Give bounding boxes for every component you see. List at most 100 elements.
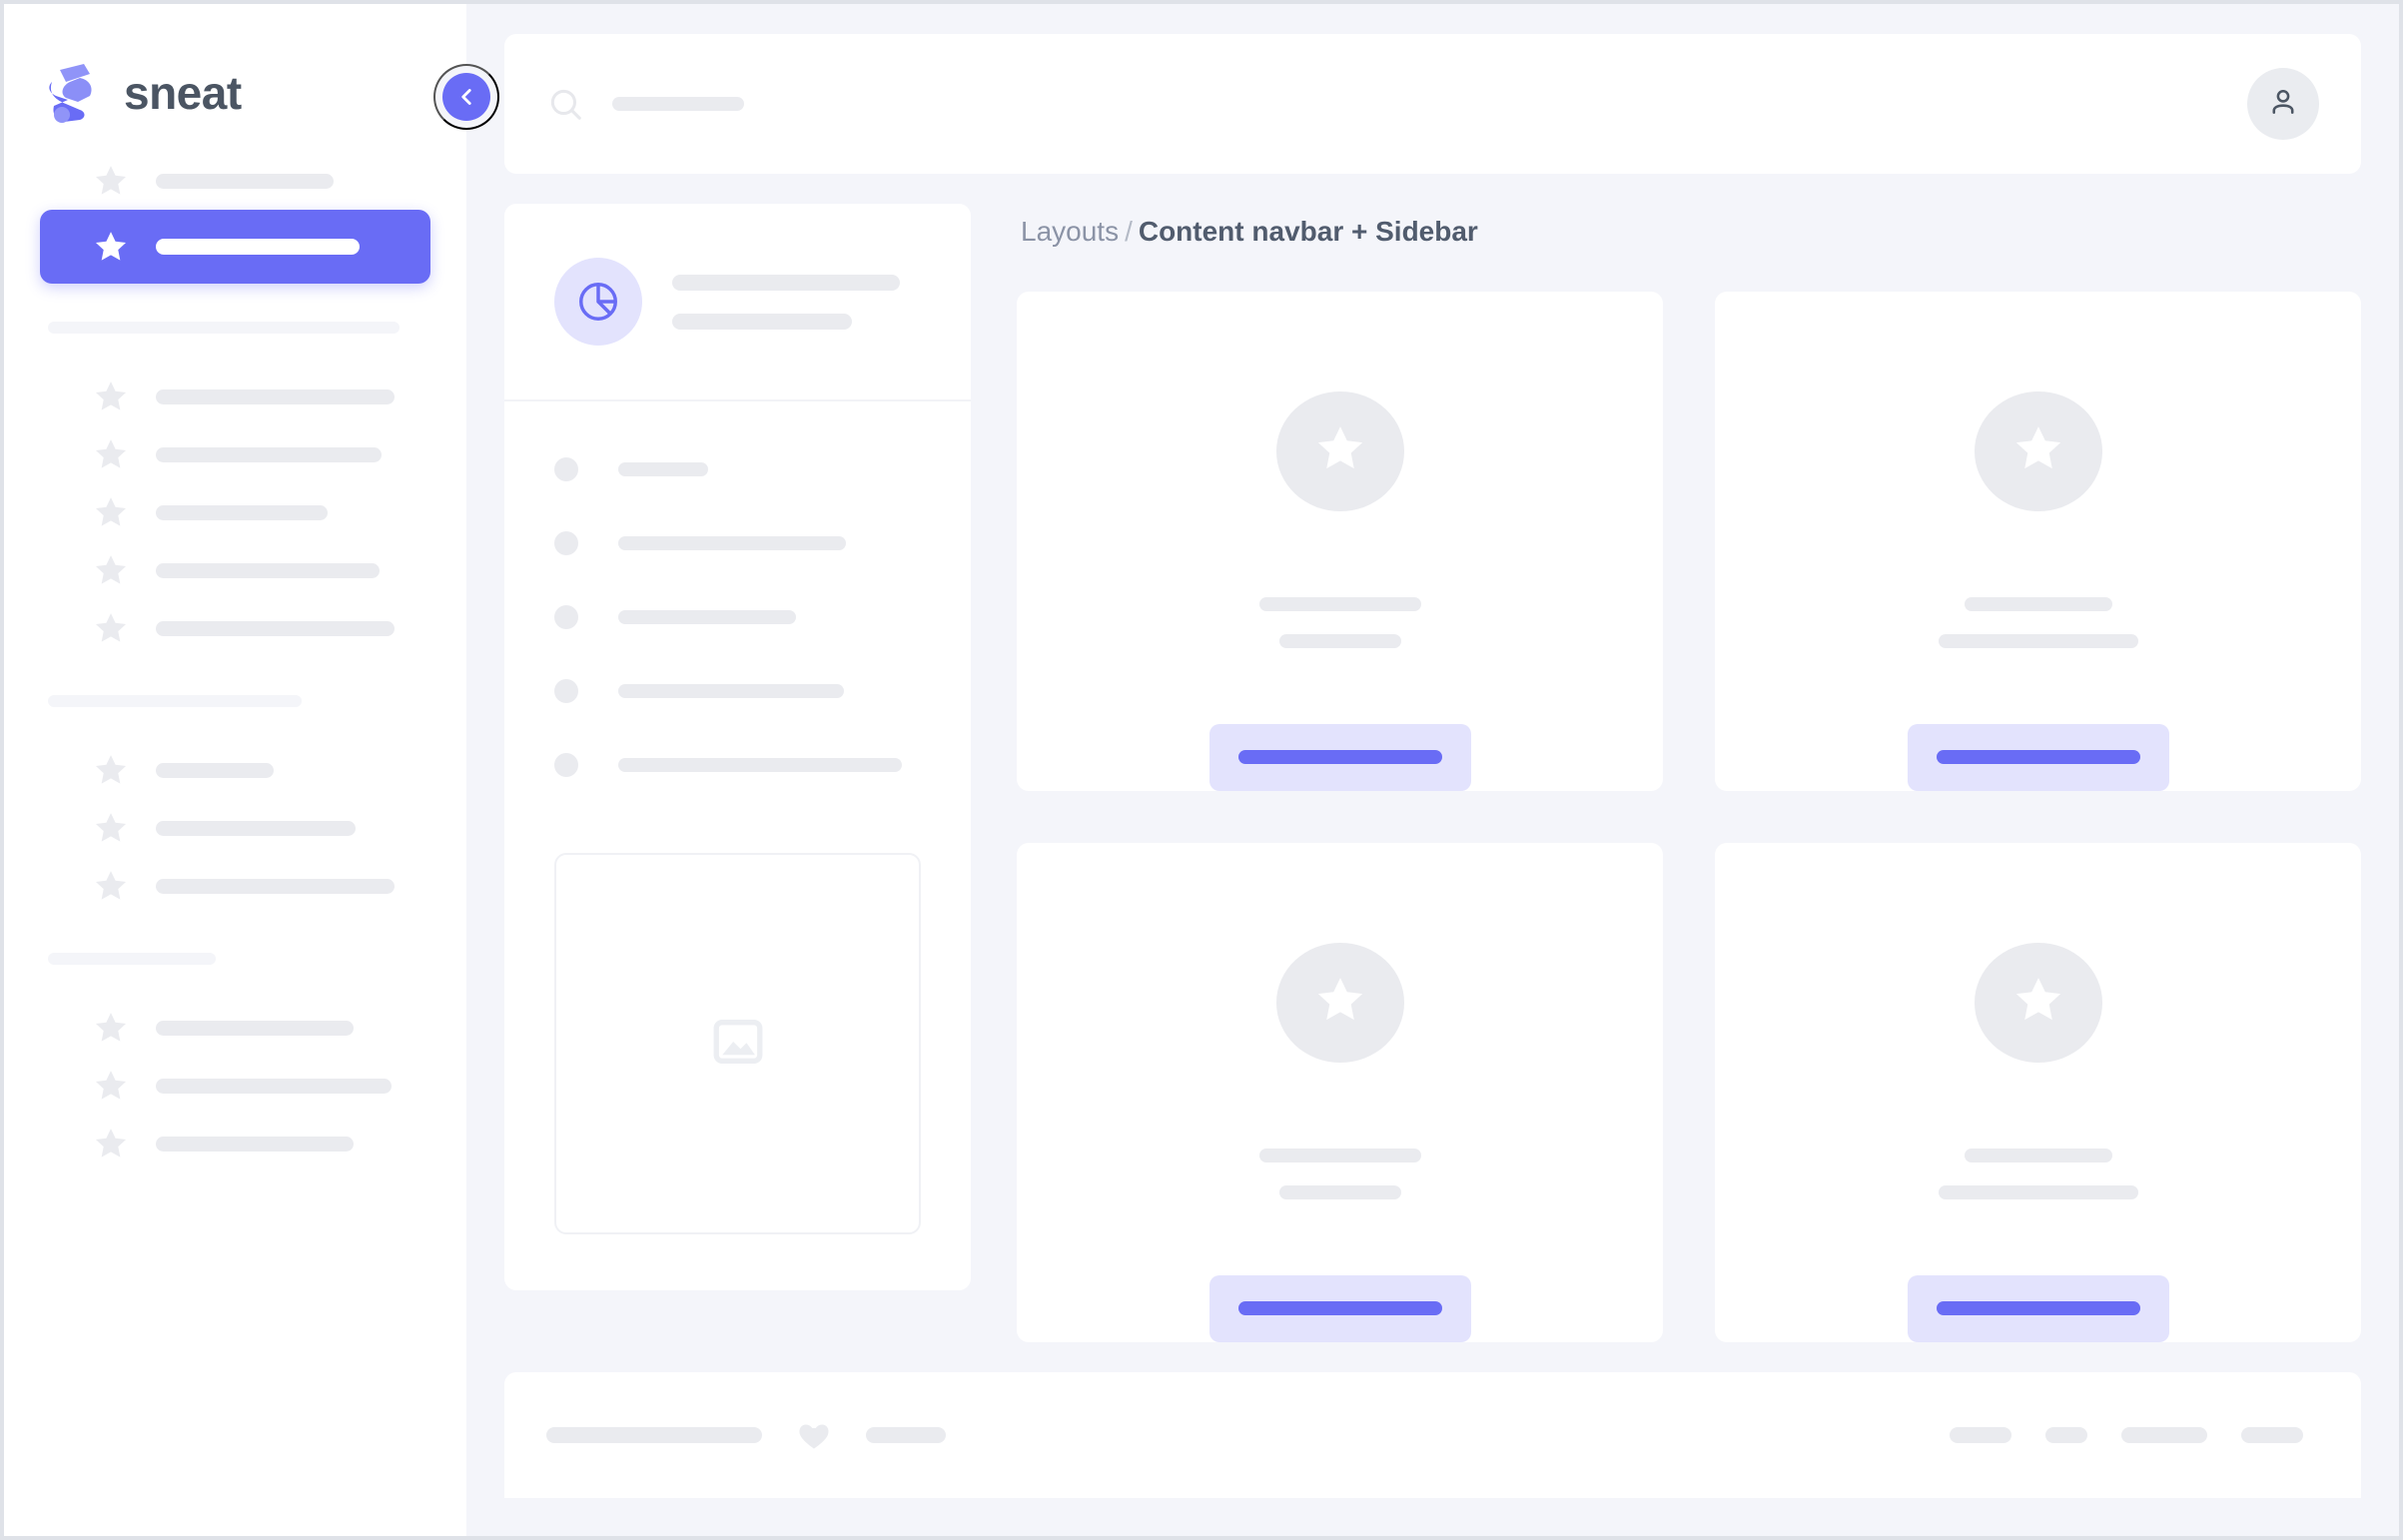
star-icon [92,162,130,200]
sidebar-item[interactable] [40,599,430,657]
sidebar-item[interactable] [40,741,430,799]
card-action-button[interactable] [1907,1274,2169,1342]
chevron-left-icon [442,73,490,121]
star-icon [92,493,130,531]
footer-link-skeleton[interactable] [1950,1427,2011,1443]
card-text-skeleton [1938,596,2138,648]
brand-name: sneat [124,67,242,119]
sidebar-item[interactable] [40,425,430,483]
sidebar-item[interactable] [40,1115,430,1172]
product-card[interactable] [1017,292,1663,791]
footer-after-heart-skeleton [866,1427,946,1443]
card-title-skeleton [1258,1148,1421,1162]
card-text-skeleton [1258,596,1421,648]
sidebar-nav [4,134,466,1172]
breadcrumb: Layouts / Content navbar + Sidebar [1017,204,2361,292]
dot-icon [554,753,578,777]
list-item[interactable] [554,457,931,481]
sidebar-item-label-skeleton [156,1020,354,1036]
footer-link-skeleton[interactable] [2241,1427,2303,1443]
main-column: Layouts / Content navbar + Sidebar [1017,204,2361,1342]
sidebar-item-label-skeleton [156,1078,392,1094]
sidebar-item-active[interactable] [40,210,430,284]
sidebar-item-label-skeleton [156,173,334,189]
star-icon [92,751,130,789]
card-subtitle-skeleton [1278,633,1401,648]
body-row: Layouts / Content navbar + Sidebar [504,204,2361,1342]
card-subtitle-skeleton [1938,1184,2138,1199]
footer-text-skeleton [546,1427,762,1443]
avatar[interactable] [2247,68,2319,140]
header-line-skeleton [672,274,900,291]
card-action-button[interactable] [1208,723,1471,791]
sidebar-item[interactable] [40,152,430,210]
sidebar-item[interactable] [40,999,430,1057]
list-item[interactable] [554,679,931,703]
breadcrumb-root[interactable]: Layouts [1021,216,1120,247]
sidebar-item[interactable] [40,799,430,857]
search-icon[interactable] [546,85,584,123]
star-icon [92,551,130,589]
card-action-button-label-skeleton [1237,1301,1442,1316]
product-card[interactable] [1017,843,1663,1342]
sidebar-item[interactable] [40,483,430,541]
footer-link-skeleton[interactable] [2121,1427,2207,1443]
breadcrumb-current: Content navbar + Sidebar [1138,216,1478,247]
header-line-skeleton [672,313,852,330]
footer-link-skeleton[interactable] [2045,1427,2087,1443]
sidebar-item[interactable] [40,857,430,915]
list-item[interactable] [554,531,931,555]
star-icon [2010,420,2066,481]
star-icon [92,867,130,905]
card-subtitle-skeleton [1938,633,2138,648]
card-avatar [1974,943,2102,1063]
star-icon [92,1067,130,1105]
card-avatar [1974,391,2102,511]
sidebar-item-label-skeleton [156,504,328,520]
list-item-label-skeleton [618,610,796,624]
list-item[interactable] [554,753,931,777]
star-icon [92,1009,130,1047]
image-placeholder-box[interactable] [554,853,921,1234]
card-title-skeleton [1964,596,2112,611]
dot-icon [554,531,578,555]
star-icon [92,609,130,647]
product-card-grid [1017,292,2361,1342]
search-input[interactable] [612,97,744,111]
star-icon [92,1125,130,1162]
heart-icon [796,1417,832,1453]
footer-left-group [546,1417,946,1453]
sidebar-item-label-skeleton [156,562,380,578]
image-placeholder-icon [709,1013,767,1076]
card-text-skeleton [1938,1148,2138,1199]
sidebar-item[interactable] [40,368,430,425]
sidebar-collapse-button[interactable] [433,64,499,130]
pie-chart-icon [554,258,642,346]
product-card[interactable] [1715,292,2361,791]
sidebar-item-label-skeleton [156,820,356,836]
dot-icon [554,679,578,703]
card-action-button-label-skeleton [1237,750,1442,765]
list-item-label-skeleton [618,462,708,476]
main-sidebar: sneat [4,4,499,1536]
sidebar-item-label-skeleton [156,239,360,255]
sidebar-item[interactable] [40,1057,430,1115]
card-action-button-label-skeleton [1936,750,2140,765]
card-title-skeleton [1258,596,1421,611]
list-item[interactable] [554,605,931,629]
sidebar-item-label-skeleton [156,620,395,636]
brand[interactable]: sneat [4,4,466,134]
card-action-button-label-skeleton [1936,1301,2140,1316]
content-sidebar-list [504,401,971,777]
top-navbar [504,34,2361,174]
sidebar-item-label-skeleton [156,388,395,404]
product-card[interactable] [1715,843,2361,1342]
card-avatar [1275,391,1404,511]
card-action-button[interactable] [1208,1274,1471,1342]
sidebar-item[interactable] [40,541,430,599]
content-sidebar-header [504,204,971,401]
footer-bar [504,1372,2361,1498]
card-avatar [1275,943,1404,1063]
sidebar-section-divider [48,322,400,334]
card-action-button[interactable] [1907,723,2169,791]
